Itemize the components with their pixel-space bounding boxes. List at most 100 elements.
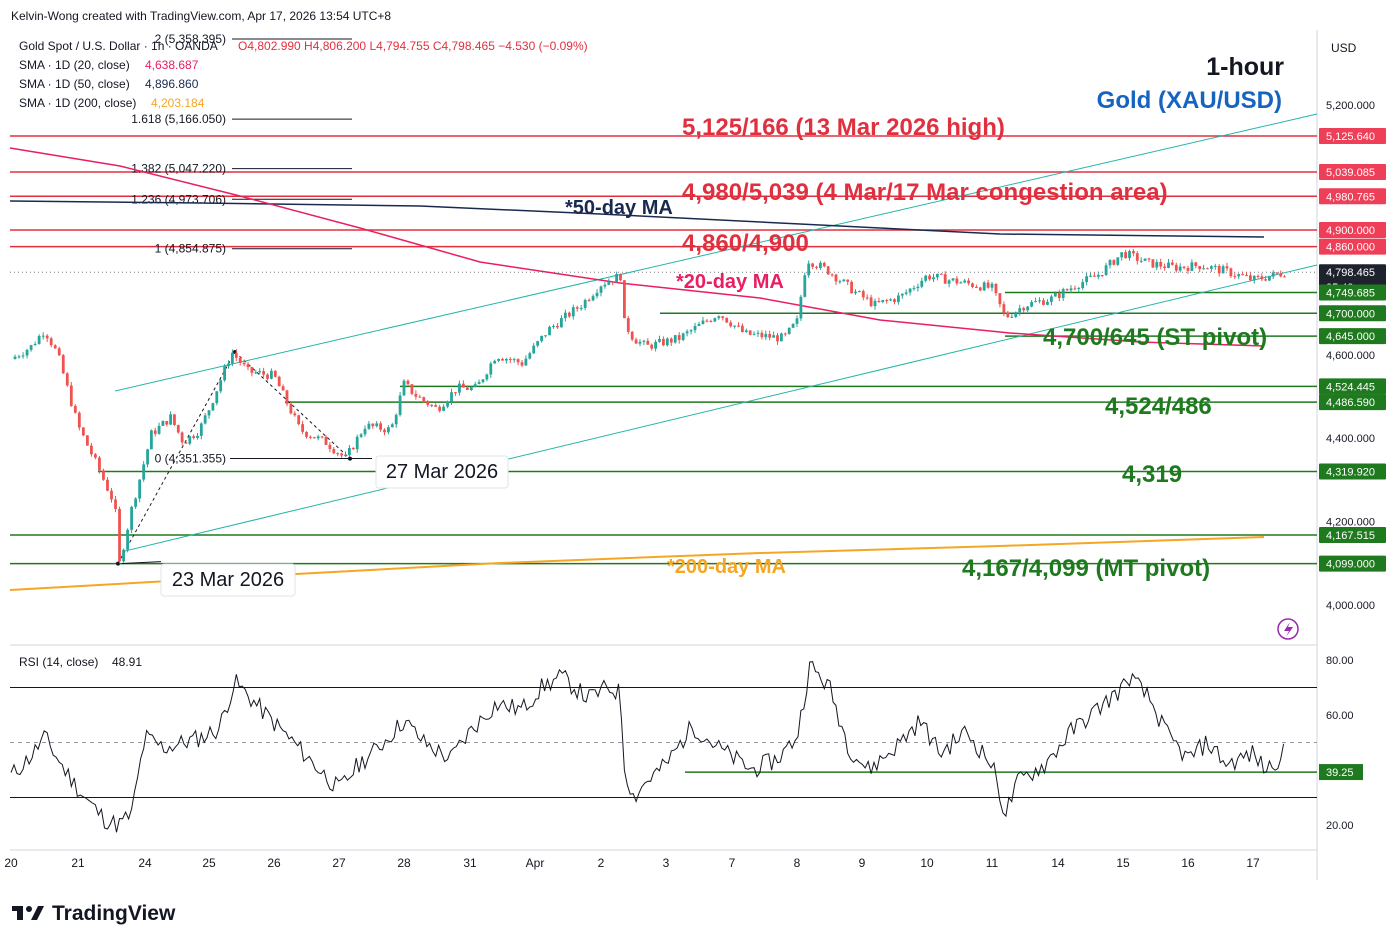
- candle-body-321: [1271, 272, 1275, 277]
- candle-body-276: [1096, 274, 1100, 277]
- candle-body-0: [13, 356, 17, 360]
- price-box-text-12: 4,319.920: [1326, 467, 1375, 479]
- candle-body-312: [1237, 274, 1241, 277]
- candle-body-292: [1159, 262, 1163, 267]
- symbol-title[interactable]: Gold Spot / U.S. Dollar · 1h · OANDA: [19, 39, 218, 53]
- price-tick-0: 5,200.000: [1326, 100, 1375, 112]
- candle-body-212: [846, 279, 850, 282]
- candle-body-98: [398, 395, 402, 415]
- candle-body-175: [701, 320, 705, 325]
- candle-body-36: [157, 425, 161, 434]
- candle-body-303: [1202, 268, 1205, 270]
- candle-body-185: [741, 325, 744, 332]
- candle-body-41: [176, 424, 180, 433]
- candle-body-126: [508, 359, 512, 361]
- rsi-tick-2: 20.00: [1326, 820, 1354, 832]
- candle-body-115: [465, 387, 469, 390]
- candle-body-249: [990, 283, 994, 288]
- annotation-mt-pivot: 4,167/4,099 (MT pivot): [962, 555, 1210, 582]
- candle-body-152: [611, 281, 615, 283]
- candle-body-298: [1182, 266, 1186, 268]
- candle-body-24: [110, 490, 113, 500]
- candle-body-270: [1073, 288, 1077, 290]
- candle-body-224: [893, 299, 896, 302]
- annotation-4860-4900: 4,860/4,900: [682, 230, 809, 257]
- candle-body-59: [246, 364, 250, 368]
- candle-body-93: [379, 423, 382, 430]
- candle-body-279: [1108, 260, 1112, 266]
- candle-body-156: [626, 318, 630, 332]
- candle-body-52: [219, 380, 223, 392]
- candle-body-155: [623, 280, 626, 319]
- candle-body-195: [780, 333, 783, 342]
- candle-body-309: [1225, 266, 1229, 269]
- price-axis[interactable]: 5,200.000 4,600.000 4,400.000 4,200.000 4,00…: [1319, 100, 1386, 612]
- candle-body-262: [1042, 300, 1045, 305]
- candle-body-264: [1050, 296, 1053, 302]
- annotation-200-day-ma: *200-day MA: [667, 556, 786, 578]
- candle-body-147: [591, 296, 595, 301]
- candle-body-136: [548, 326, 551, 336]
- candle-body-193: [772, 335, 775, 338]
- candle-body-186: [744, 330, 748, 332]
- time-label-4: 26: [267, 856, 281, 870]
- candle-body-277: [1100, 274, 1104, 276]
- fib-label-0: 2 (5,358.395): [155, 32, 226, 46]
- candle-body-220: [877, 300, 881, 303]
- callout-27-mar[interactable]: 27 Mar 2026: [375, 455, 509, 489]
- price-box-text-3: 4,900.000: [1326, 225, 1375, 237]
- candle-body-143: [575, 307, 579, 309]
- candle-body-289: [1147, 258, 1151, 260]
- candle-body-95: [387, 427, 390, 433]
- time-label-3: 25: [202, 856, 216, 870]
- candle-body-32: [142, 464, 146, 480]
- price-box-8: [1319, 305, 1386, 322]
- candle-body-56: [234, 352, 238, 358]
- candle-body-139: [560, 318, 563, 328]
- rsi-label[interactable]: RSI (14, close): [19, 655, 98, 669]
- fib-point-2: [348, 456, 352, 461]
- candle-body-316: [1252, 275, 1256, 281]
- candle-body-173: [693, 325, 697, 331]
- callout-23-mar[interactable]: 23 Mar 2026: [160, 563, 296, 597]
- candle-body-209: [834, 274, 838, 282]
- candle-body-200: [799, 296, 803, 319]
- candle-body-228: [908, 288, 912, 293]
- candle-body-114: [462, 383, 465, 388]
- candle-body-23: [106, 479, 109, 491]
- timeframe-title: 1-hour: [1206, 53, 1284, 81]
- time-label-7: 31: [463, 856, 477, 870]
- candle-body-168: [673, 335, 677, 343]
- candle-body-243: [967, 280, 970, 284]
- candle-body-40: [173, 414, 176, 425]
- candle-body-323: [1279, 273, 1283, 277]
- candle-body-267: [1061, 289, 1065, 298]
- time-axis[interactable]: 20 21 24 25 26 27 28 31 Apr 2 3 7 8 9 10 11 14 15 16 17: [4, 856, 1260, 870]
- fib-label-2: 1.382 (5,047.220): [131, 162, 226, 176]
- candle-body-254: [1010, 316, 1014, 318]
- lightning-icon[interactable]: [1277, 618, 1299, 640]
- price-box-text-14: 4,099.000: [1326, 559, 1375, 571]
- candle-body-202: [807, 263, 811, 276]
- candle-body-235: [936, 273, 939, 278]
- candle-body-60: [250, 367, 254, 373]
- candle-body-142: [571, 307, 575, 317]
- sma50-label[interactable]: SMA · 1D (50, close): [19, 77, 130, 91]
- rsi-level-box: [1319, 764, 1363, 781]
- candle-body-236: [939, 273, 943, 275]
- candle-body-274: [1089, 275, 1092, 277]
- time-label-16: 14: [1051, 856, 1065, 870]
- candle-body-130: [524, 358, 528, 366]
- sma200-label[interactable]: SMA · 1D (200, close): [19, 96, 136, 110]
- price-box-text-7: 4,749.685: [1326, 288, 1375, 300]
- candle-body-151: [607, 281, 611, 285]
- currency-label[interactable]: USD: [1331, 41, 1357, 55]
- candle-body-28: [126, 529, 129, 550]
- candle-body-89: [363, 428, 367, 435]
- candle-body-47: [199, 423, 203, 436]
- candle-body-110: [446, 401, 449, 407]
- sma20-label[interactable]: SMA · 1D (20, close): [19, 58, 130, 72]
- candle-body-207: [826, 266, 830, 275]
- candle-body-169: [677, 335, 681, 340]
